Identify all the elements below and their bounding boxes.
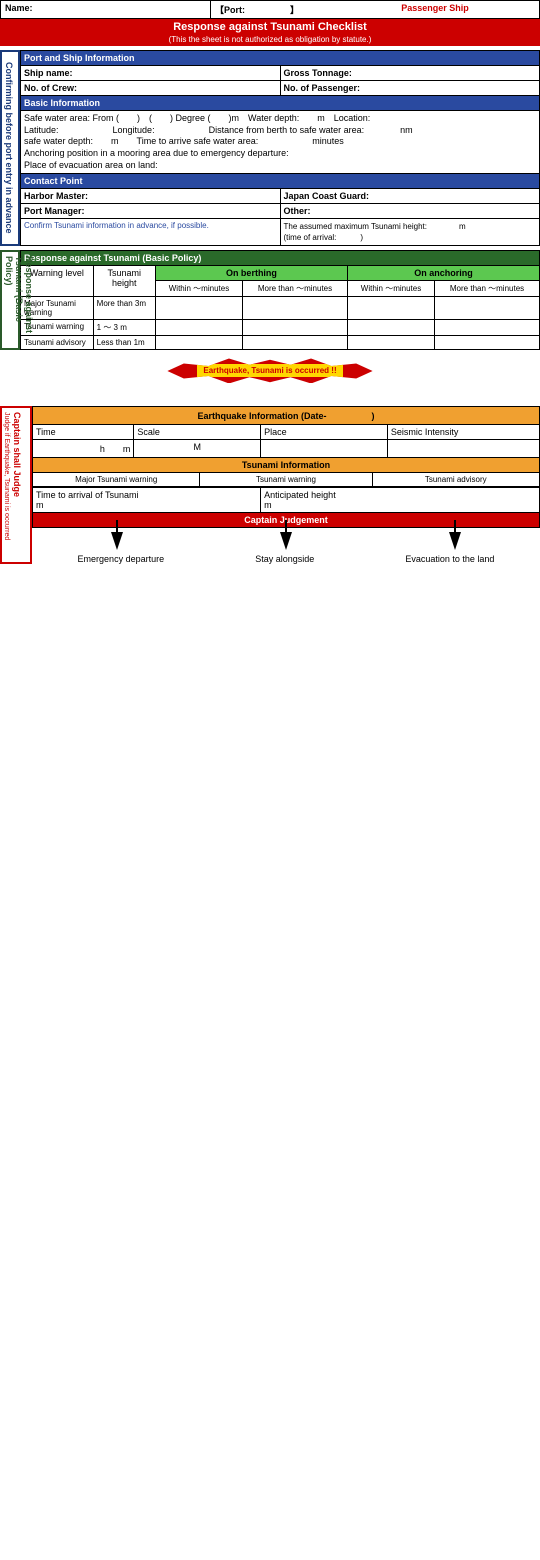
tsunami-w: Tsunami warning xyxy=(200,473,372,487)
j-emergency: Emergency departure xyxy=(78,554,165,564)
time-label: Time xyxy=(33,425,134,440)
ship-type: Passenger Ship xyxy=(331,1,539,18)
cell xyxy=(347,336,434,350)
cell xyxy=(435,320,540,336)
port-manager: Port Manager: xyxy=(21,204,281,219)
sidebar-confirming: Confirming before port entry in advance xyxy=(0,50,20,246)
place-val xyxy=(261,440,388,458)
j-evac: Evacuation to the land xyxy=(405,554,494,564)
scale-unit: M xyxy=(134,440,261,458)
cell xyxy=(243,336,348,350)
anchor-within: Within ～minutes xyxy=(347,281,434,297)
sidebar-judge1: Judge if Earthquake, Tsunami is occurred xyxy=(2,408,11,562)
cell xyxy=(243,320,348,336)
harbor-master: Harbor Master: xyxy=(21,189,281,204)
seismic-val xyxy=(387,440,539,458)
port-label: 【Port: 】 xyxy=(211,1,331,18)
port-ship-header: Port and Ship Information xyxy=(21,51,540,66)
ant-height: Anticipated heightm xyxy=(261,488,540,513)
cell xyxy=(347,320,434,336)
on-berthing: On berthing xyxy=(155,266,347,281)
eq-info-header: Earthquake Information (Date- ) xyxy=(33,407,540,425)
arrow-icon xyxy=(449,532,461,550)
berth-more: More than ～minutes xyxy=(243,281,348,297)
arrow-icon xyxy=(280,532,292,550)
contact-header: Contact Point xyxy=(21,174,540,189)
berth-within: Within ～minutes xyxy=(155,281,242,297)
seismic-label: Seismic Intensity xyxy=(387,425,539,440)
scale-label: Scale xyxy=(134,425,261,440)
time-unit: h m xyxy=(33,440,134,458)
name-label: Name: xyxy=(1,1,211,18)
major-w: Major Tsunami warning xyxy=(33,473,200,487)
burst-banner: Earthquake, Tsunami is occurred !! xyxy=(0,358,540,398)
cell xyxy=(347,297,434,320)
crew: No. of Crew: xyxy=(21,81,281,96)
assumed-note: The assumed maximum Tsunami height: m (t… xyxy=(280,219,540,246)
sidebar-response: Response against Tsunami (Basic Policy) xyxy=(0,250,20,350)
on-anchoring: On anchoring xyxy=(347,266,539,281)
other-contact: Other: xyxy=(280,204,540,219)
basic-info-header: Basic Information xyxy=(21,96,540,111)
anchor-more: More than ～minutes xyxy=(435,281,540,297)
basic-info-text: Safe water area: From ( ) ( ) Degree ( )… xyxy=(21,111,540,174)
cell xyxy=(155,320,242,336)
time-arrival: Time to arrival of Tsunamim xyxy=(33,488,261,513)
cell xyxy=(435,336,540,350)
major-height: More than 3m xyxy=(93,297,155,320)
subtitle: (This the sheet is not authorized as obl… xyxy=(0,35,540,46)
place-label: Place xyxy=(261,425,388,440)
arrow-icon xyxy=(111,532,123,550)
cell xyxy=(155,336,242,350)
advisory-w: Tsunami advisory xyxy=(372,473,539,487)
cell xyxy=(155,297,242,320)
gross-tonnage: Gross Tonnage: xyxy=(280,66,540,81)
tsunami-info-header: Tsunami Information xyxy=(33,458,540,473)
main-title: Response against Tsunami Checklist xyxy=(0,19,540,35)
confirm-note: Confirm Tsunami information in advance, … xyxy=(21,219,281,246)
tsunami-height: 1 ～ 3 m xyxy=(93,320,155,336)
jcg: Japan Coast Guard: xyxy=(280,189,540,204)
cell xyxy=(243,297,348,320)
ship-name: Ship name: xyxy=(21,66,281,81)
sidebar-judge2: Captain shall Judge xyxy=(11,408,23,562)
passenger: No. of Passenger: xyxy=(280,81,540,96)
advisory-height: Less than 1m xyxy=(93,336,155,350)
response-header: Response against Tsunami (Basic Policy) xyxy=(21,251,540,266)
j-stay: Stay alongside xyxy=(255,554,314,564)
cell xyxy=(435,297,540,320)
tsunami-height-h: Tsunami height xyxy=(93,266,155,297)
